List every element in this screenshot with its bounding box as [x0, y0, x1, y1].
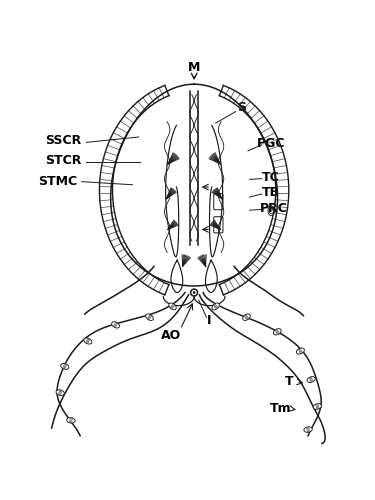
Ellipse shape — [61, 364, 69, 370]
Text: TB: TB — [262, 186, 280, 199]
Ellipse shape — [112, 322, 120, 328]
Text: PRC: PRC — [260, 202, 288, 215]
Text: AO: AO — [161, 329, 181, 342]
Ellipse shape — [243, 314, 250, 320]
Text: SSCR: SSCR — [45, 134, 82, 147]
Text: I: I — [207, 314, 212, 327]
Text: STCR: STCR — [45, 154, 82, 166]
Ellipse shape — [307, 376, 315, 382]
Text: M: M — [188, 61, 200, 74]
Text: S: S — [237, 101, 246, 114]
Ellipse shape — [56, 390, 64, 396]
Text: Tm: Tm — [270, 402, 291, 414]
Ellipse shape — [146, 314, 153, 320]
Text: T: T — [285, 376, 294, 388]
Ellipse shape — [84, 338, 92, 344]
Circle shape — [193, 291, 195, 294]
Ellipse shape — [212, 303, 219, 310]
Text: PGC: PGC — [257, 136, 285, 149]
Text: STMC: STMC — [38, 175, 77, 188]
Ellipse shape — [304, 427, 312, 432]
Text: TC: TC — [262, 170, 280, 183]
Ellipse shape — [273, 328, 281, 335]
Ellipse shape — [296, 348, 304, 354]
Ellipse shape — [313, 404, 321, 409]
Ellipse shape — [67, 418, 75, 423]
Ellipse shape — [169, 303, 176, 310]
